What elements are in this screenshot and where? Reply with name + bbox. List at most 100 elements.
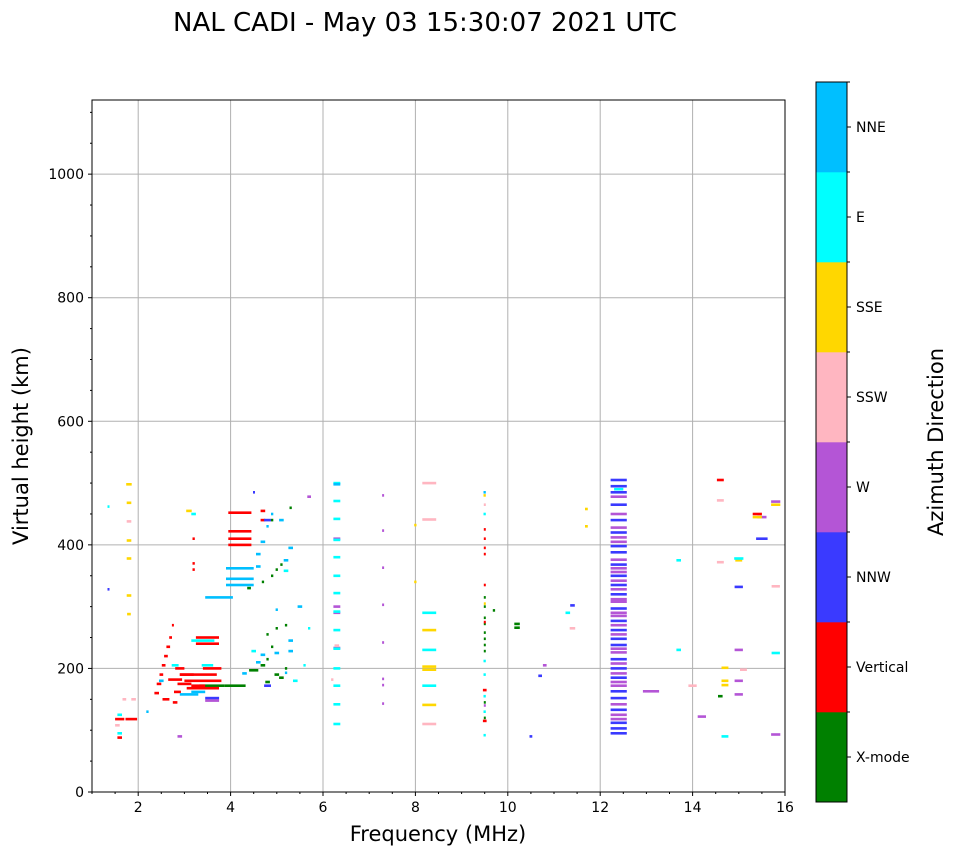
trace-mark-nnw bbox=[610, 643, 627, 647]
trace-mark-nne bbox=[226, 577, 254, 581]
trace-mark-e bbox=[483, 659, 486, 663]
trace-mark-e bbox=[734, 557, 744, 560]
trace-mark-vertical bbox=[195, 642, 219, 645]
trace-mark-vertical bbox=[161, 664, 166, 667]
colorbar-swatch bbox=[816, 442, 847, 533]
trace-mark-w bbox=[610, 703, 627, 706]
colorbar-tick-label: Vertical bbox=[856, 660, 908, 676]
trace-mark-e bbox=[721, 735, 729, 738]
trace-mark-w bbox=[697, 715, 706, 718]
trace-mark-x-mode bbox=[271, 574, 274, 578]
trace-mark-nne bbox=[191, 690, 206, 694]
trace-mark-vertical bbox=[260, 509, 266, 513]
trace-mark-vertical bbox=[156, 682, 162, 686]
trace-mark-x-mode bbox=[284, 623, 288, 627]
trace-mark-vertical bbox=[168, 678, 183, 681]
chart-title: NAL CADI - May 03 15:30:07 2021 UTC bbox=[173, 8, 677, 38]
trace-mark-nne bbox=[260, 653, 266, 657]
trace-mark-w bbox=[610, 672, 627, 675]
trace-mark-e bbox=[333, 722, 341, 726]
trace-mark-w bbox=[610, 713, 627, 717]
trace-mark-nne bbox=[288, 546, 293, 550]
trace-mark-e bbox=[333, 555, 341, 559]
trace-mark-e bbox=[333, 574, 341, 578]
trace-mark-e bbox=[333, 647, 341, 650]
trace-mark-x-mode bbox=[514, 626, 520, 629]
trace-mark-vertical bbox=[179, 673, 217, 676]
colorbar-title: Azimuth Direction bbox=[924, 348, 948, 536]
y-tick-label: 400 bbox=[57, 538, 84, 554]
trace-mark-nnw bbox=[610, 727, 627, 730]
trace-mark-x-mode bbox=[483, 701, 486, 704]
trace-mark-e bbox=[483, 694, 486, 698]
trace-mark-sse bbox=[483, 494, 486, 497]
x-tick-label: 14 bbox=[684, 800, 702, 816]
trace-mark-vertical bbox=[192, 562, 195, 565]
trace-mark-w bbox=[610, 512, 627, 516]
trace-mark-sse bbox=[414, 580, 417, 584]
trace-mark-nne bbox=[205, 596, 233, 599]
trace-mark-w bbox=[610, 651, 627, 654]
trace-mark-sse bbox=[585, 507, 588, 511]
trace-mark-x-mode bbox=[483, 605, 486, 608]
trace-mark-nne bbox=[271, 512, 274, 516]
trace-mark-vertical bbox=[115, 717, 125, 721]
trace-mark-e bbox=[293, 679, 298, 683]
trace-mark-vertical bbox=[483, 528, 486, 531]
trace-mark-nnw bbox=[264, 518, 271, 522]
trace-mark-vertical bbox=[195, 636, 219, 639]
trace-mark-nnw bbox=[107, 588, 110, 591]
trace-mark-e bbox=[201, 664, 214, 667]
trace-mark-w bbox=[610, 717, 627, 721]
trace-mark-nnw bbox=[610, 484, 627, 488]
trace-mark-nnw bbox=[610, 667, 627, 670]
trace-mark-w bbox=[610, 623, 627, 627]
trace-mark-w bbox=[382, 677, 385, 681]
trace-mark-vertical bbox=[752, 512, 762, 516]
trace-mark-sse bbox=[126, 539, 132, 542]
trace-mark-vertical bbox=[228, 530, 252, 533]
trace-mark-w bbox=[610, 684, 627, 687]
trace-mark-sse bbox=[721, 679, 729, 683]
trace-mark-w bbox=[610, 536, 627, 539]
trace-mark-vertical bbox=[483, 552, 486, 556]
trace-mark-vertical bbox=[483, 583, 486, 587]
trace-mark-x-mode bbox=[266, 657, 269, 661]
x-tick-label: 8 bbox=[411, 800, 420, 816]
trace-mark-nne bbox=[260, 540, 266, 544]
trace-mark-sse bbox=[126, 483, 132, 486]
trace-mark-w bbox=[610, 579, 627, 582]
trace-mark-sse bbox=[721, 683, 729, 687]
trace-mark-x-mode bbox=[275, 568, 278, 571]
trace-mark-nne bbox=[274, 651, 280, 655]
x-tick-label: 6 bbox=[319, 800, 328, 816]
trace-mark-nne bbox=[288, 649, 293, 653]
colorbar-swatch bbox=[816, 352, 847, 443]
trace-mark-x-mode bbox=[483, 637, 486, 641]
trace-mark-e bbox=[308, 627, 311, 630]
trace-mark-e bbox=[422, 648, 437, 652]
trace-mark-nne bbox=[333, 483, 341, 486]
trace-mark-sse bbox=[126, 594, 132, 597]
trace-mark-e bbox=[333, 610, 341, 613]
trace-mark-sse bbox=[771, 503, 781, 506]
trace-mark-w bbox=[382, 641, 385, 644]
trace-mark-e bbox=[676, 648, 681, 652]
trace-mark-nne bbox=[297, 605, 303, 608]
trace-mark-sse bbox=[735, 559, 743, 562]
y-tick-label: 200 bbox=[57, 661, 84, 677]
data-marks bbox=[107, 478, 781, 739]
trace-mark-sse bbox=[422, 665, 437, 668]
trace-mark-e bbox=[283, 569, 289, 573]
trace-mark-x-mode bbox=[279, 676, 284, 679]
trace-mark-nnw bbox=[610, 544, 627, 548]
trace-mark-nne bbox=[284, 671, 288, 675]
x-tick-label: 4 bbox=[226, 800, 235, 816]
trace-mark-vertical bbox=[174, 690, 181, 694]
trace-mark-vertical bbox=[192, 568, 195, 571]
trace-mark-w bbox=[542, 664, 547, 667]
x-tick-label: 12 bbox=[591, 800, 609, 816]
trace-mark-w bbox=[610, 662, 627, 665]
trace-mark-vertical bbox=[154, 691, 159, 695]
trace-mark-nnw bbox=[610, 574, 627, 578]
